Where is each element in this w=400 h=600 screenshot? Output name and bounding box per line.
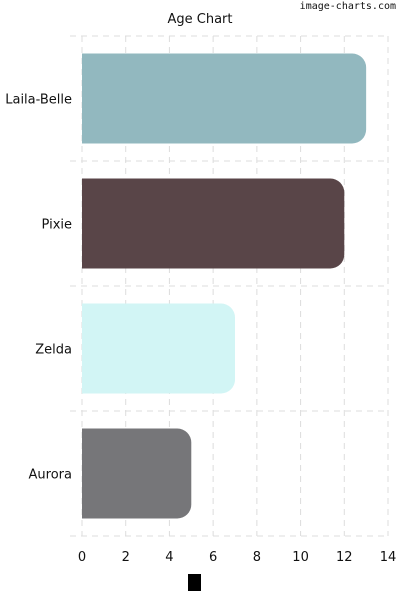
category-labels: Laila-Belle Pixie Zelda Aurora — [5, 93, 72, 483]
x-tick-label-14: 14 — [380, 550, 397, 565]
bar-aurora — [82, 428, 192, 519]
x-tick-label-8: 8 — [253, 550, 261, 565]
category-label-zelda: Zelda — [35, 343, 72, 358]
watermark: image-charts.com — [299, 1, 396, 12]
bar-pixie — [82, 178, 345, 269]
bar-zelda — [82, 303, 235, 394]
legend — [188, 574, 201, 591]
x-tick-label-0: 0 — [78, 550, 86, 565]
x-axis-ticks: 0 2 4 6 8 10 12 14 — [78, 550, 396, 565]
bar-laila-belle — [82, 53, 367, 144]
category-label-pixie: Pixie — [42, 218, 72, 233]
x-tick-label-2: 2 — [122, 550, 130, 565]
bars — [82, 53, 367, 519]
x-tick-label-6: 6 — [209, 550, 217, 565]
x-tick-label-12: 12 — [336, 550, 353, 565]
chart-title: Age Chart — [168, 12, 233, 27]
x-tick-label-10: 10 — [292, 550, 309, 565]
category-label-aurora: Aurora — [29, 468, 72, 483]
category-label-laila-belle: Laila-Belle — [5, 93, 72, 108]
x-tick-label-4: 4 — [165, 550, 173, 565]
legend-swatch — [188, 574, 201, 591]
grid-lines — [70, 35, 389, 537]
